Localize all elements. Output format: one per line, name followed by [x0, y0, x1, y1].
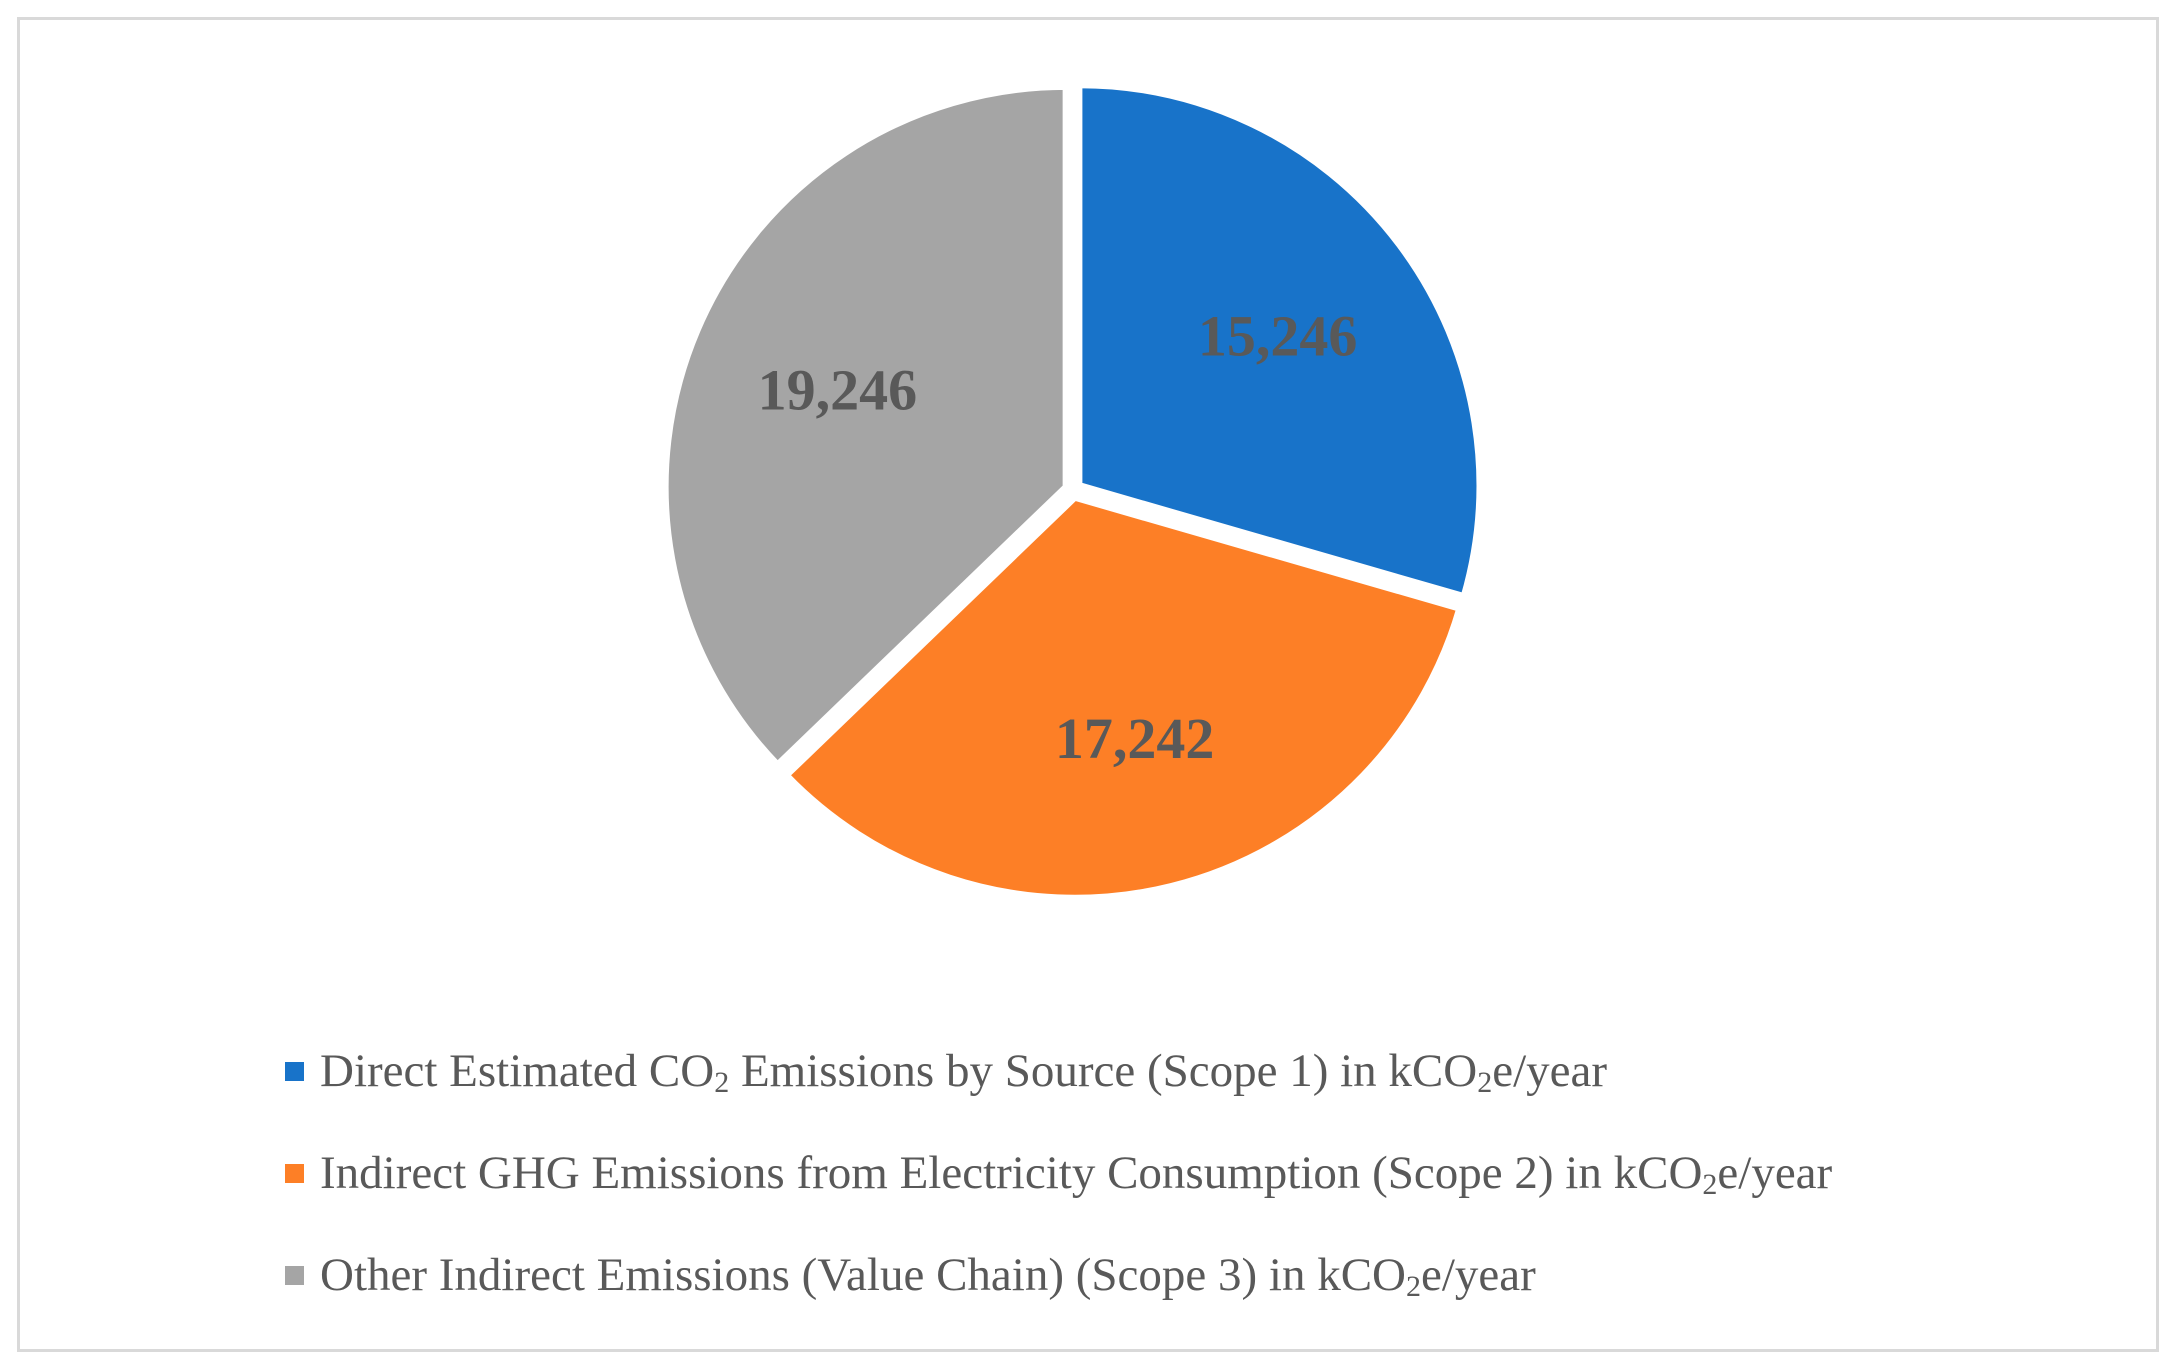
- pie-slice: [1076, 82, 1483, 600]
- chart-legend: Direct Estimated CO2 Emissions by Source…: [285, 1020, 2085, 1326]
- pie-slice: [782, 494, 1463, 901]
- pie-slices: [662, 82, 1483, 901]
- legend-label: Direct Estimated CO2 Emissions by Source…: [320, 1045, 1608, 1099]
- legend-item: Direct Estimated CO2 Emissions by Source…: [285, 1020, 2085, 1122]
- legend-label: Other Indirect Emissions (Value Chain) (…: [320, 1249, 1536, 1303]
- slice-value-label: 19,246: [758, 357, 918, 422]
- legend-label: Indirect GHG Emissions from Electricity …: [320, 1147, 1833, 1201]
- legend-swatch: [285, 1163, 304, 1183]
- slice-value-label: 17,242: [1055, 706, 1215, 771]
- legend-swatch: [285, 1265, 304, 1285]
- pie-slice: [662, 83, 1069, 769]
- pie-value-labels: 15,246 17,242 19,246: [758, 304, 1358, 771]
- legend-swatch: [285, 1061, 304, 1081]
- slice-value-label: 15,246: [1198, 304, 1358, 369]
- legend-item: Other Indirect Emissions (Value Chain) (…: [285, 1224, 2085, 1326]
- legend-item: Indirect GHG Emissions from Electricity …: [285, 1122, 2085, 1224]
